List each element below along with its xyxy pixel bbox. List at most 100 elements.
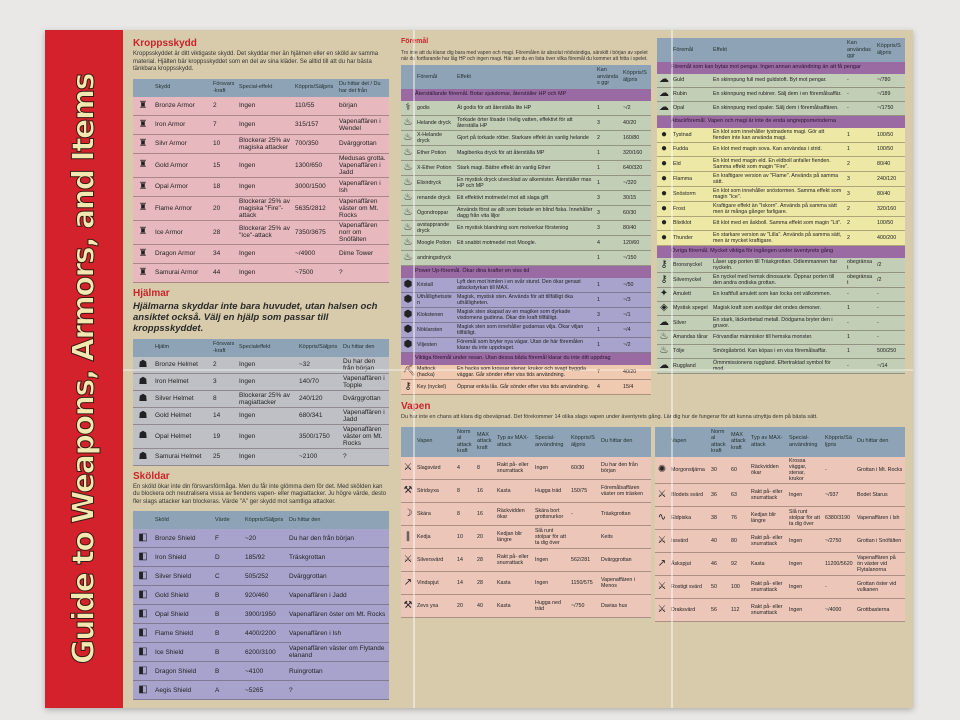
table-row: ☁ Rubin En skinnpung med rubiner. Sälj dem… bbox=[657, 87, 905, 102]
cell: Magisk, mystisk sten. Används för att ti… bbox=[457, 293, 573, 306]
cell: F bbox=[215, 534, 219, 542]
table-row: ♜ Iron Armor 7 Ingen 315/157 Vapenaffären i W… bbox=[133, 115, 389, 135]
cell: En klot med magin eld. En eldboll anfall… bbox=[713, 157, 831, 170]
cell: - bbox=[877, 291, 879, 297]
table-header: Vapen Normal attackkraft MAX attackkraft Ty… bbox=[655, 426, 905, 457]
weapons-intro: Du har inte en chans att klara dig obevä… bbox=[401, 413, 818, 420]
cell: Ingen bbox=[239, 269, 256, 276]
cell: Används först av allt som botade en blin… bbox=[457, 206, 593, 219]
cell: 640/320 bbox=[623, 164, 643, 171]
helmet-icon: ☗ bbox=[138, 409, 148, 421]
orb-icon: ● bbox=[660, 217, 668, 228]
cell: 15/4 bbox=[623, 383, 634, 390]
row-name: Iron Shield bbox=[155, 553, 187, 561]
table-row: ♨ avstapprande dryck En mystisk blandning … bbox=[401, 220, 651, 236]
row-name: Kedja bbox=[417, 533, 431, 540]
cell: ~2100 bbox=[299, 453, 318, 460]
cell: Rakt på- eller snurrattack bbox=[497, 553, 529, 566]
cell: Blockerar 25% av "Ice"-attack bbox=[239, 225, 290, 239]
cell: Ingen bbox=[789, 560, 803, 567]
cell: Vapenaffären i Ish bbox=[289, 629, 342, 637]
row-name: X-Ether Potion bbox=[417, 164, 452, 171]
table-row: ☁ Ruggland Ömmmissionens ruggland. Eftertr… bbox=[657, 358, 905, 374]
cell: 2 bbox=[213, 361, 217, 368]
cell: En mystisk blandning som motverkar först… bbox=[457, 224, 569, 231]
orb-icon: ● bbox=[660, 157, 668, 169]
group-header: Power Up-föremål. Ökar dina krafter en v… bbox=[401, 265, 651, 278]
row-name: Silver Shield bbox=[155, 572, 192, 580]
table-row: ♨ X-Ether Potion Stark magi. Bättre effekt… bbox=[401, 160, 651, 176]
cell: Förvandlar människor till hemska monster… bbox=[713, 334, 813, 340]
weapons-table-right: Vapen Normal attackkraft MAX attackkraft Ty… bbox=[655, 426, 905, 622]
cell: En nyckel med hemsk dinosaurie. Öppnar p… bbox=[713, 273, 835, 286]
armor-icon: ♜ bbox=[138, 226, 148, 237]
table-row: ♨ andningsdryck 1 ~/150 bbox=[401, 250, 651, 266]
sword-icon: ⚔ bbox=[403, 461, 413, 473]
cell: Vapenaffären öster om Mt. Rocks bbox=[289, 610, 386, 618]
key-icon: ⚷ bbox=[660, 258, 668, 270]
column-header: Special-användning bbox=[789, 435, 818, 448]
cell: 1 bbox=[597, 179, 600, 186]
cell: 400/200 bbox=[877, 234, 897, 241]
row-name: Silver bbox=[673, 319, 687, 326]
shield-icon: ◧ bbox=[138, 589, 148, 600]
cell: 18 bbox=[213, 183, 221, 190]
group-header: Övriga föremål. Mycket viktiga för ingån… bbox=[657, 245, 905, 258]
row-name: Nöklarsten bbox=[417, 326, 443, 333]
cell: ~4100 bbox=[245, 667, 264, 675]
column-header: Du hittar den bbox=[601, 438, 633, 445]
items-intro: Tro inte att du klarar dig bara med vape… bbox=[401, 50, 648, 62]
column-header: Sköld bbox=[155, 516, 169, 523]
cell: 320/160 bbox=[877, 205, 897, 212]
cell: 28 bbox=[477, 579, 483, 586]
row-name: Viljesten bbox=[417, 341, 437, 348]
row-name: Mystisk spegel bbox=[673, 305, 708, 311]
cell: 14 bbox=[457, 579, 463, 586]
cell: 700/350 bbox=[295, 140, 319, 147]
key-icon: ⚷ bbox=[660, 273, 668, 285]
row-name: Iron Armor bbox=[155, 121, 186, 128]
cell: - bbox=[847, 319, 849, 326]
cell: Vapenaffären i Ish bbox=[339, 179, 381, 194]
cell: Hugga träd bbox=[535, 487, 562, 494]
table-row: ◧ Dragon Shield B ~4100 Ruingrottan bbox=[133, 662, 389, 681]
table-row: ♜ Ice Armor 28 Blockerar 25% av "Ice"-attac… bbox=[133, 220, 389, 245]
row-name: Eld bbox=[673, 160, 681, 167]
table-row: ☗ Samurai Helmet 25 Ingen ~2100? bbox=[133, 448, 389, 466]
row-name: Thunder bbox=[673, 234, 693, 241]
cell: 76 bbox=[731, 514, 737, 521]
cell: 3 bbox=[597, 209, 600, 216]
cell: Ruingrottan bbox=[289, 667, 323, 675]
table-row: ♜ Dragon Armor 34 Ingen ~/4900 Dime Tower bbox=[133, 244, 389, 264]
cell: Ingen bbox=[239, 183, 256, 190]
column-header: Köppris/Säljpris bbox=[295, 84, 334, 91]
cell: Torkade örter lösade i helig vatten, eff… bbox=[457, 116, 573, 129]
weapons-tables: Vapen Normal attackkraft MAX attackkraft Ty… bbox=[401, 426, 905, 622]
cell: 3 bbox=[597, 224, 600, 231]
orb-icon: ● bbox=[660, 143, 668, 154]
table-row: ✦ Amulett En kraftfull amulett som kan loc… bbox=[657, 287, 905, 302]
cell: Ingen bbox=[535, 556, 549, 563]
shield-icon: ◧ bbox=[138, 627, 148, 638]
cell: 140/70 bbox=[299, 378, 319, 385]
row-name: Eldpiska bbox=[671, 514, 692, 521]
table-row: ♨ Moogle Potion Ett snabbt motmedel mot Mo… bbox=[401, 235, 651, 251]
column-header: Föremål bbox=[673, 46, 694, 53]
row-name: Bronsnyckel bbox=[673, 261, 702, 268]
cell: ~/4900 bbox=[295, 250, 316, 257]
cell: En kraftfull amulett som kan locka ont v… bbox=[713, 291, 832, 297]
cell: 3 bbox=[597, 311, 600, 318]
cell: /2 bbox=[877, 261, 882, 268]
cell: 16 bbox=[477, 487, 483, 494]
cell: Vapenaffären i Ish bbox=[857, 514, 900, 521]
cell: 4400/2200 bbox=[245, 629, 276, 637]
table-row: ⚷ Silvernyckel En nyckel med hemsk dinosau… bbox=[657, 272, 905, 288]
cell: Vapenaffären väster om Mt. Rocks bbox=[343, 425, 383, 447]
row-name: Klokstenen bbox=[417, 311, 444, 318]
column-header: Effekt bbox=[713, 46, 727, 53]
table-row: ☁ Opal En skinnpung med opaler. Sälj dem i… bbox=[657, 101, 905, 116]
row-name: Guld bbox=[673, 77, 685, 83]
table-row: ⚔ Silversvärd 14 28 Rakt på- eller snurratta… bbox=[401, 548, 651, 572]
cell: Magisk sten som innehåller gudarnas vilj… bbox=[457, 323, 584, 336]
cell: 60 bbox=[731, 466, 737, 473]
